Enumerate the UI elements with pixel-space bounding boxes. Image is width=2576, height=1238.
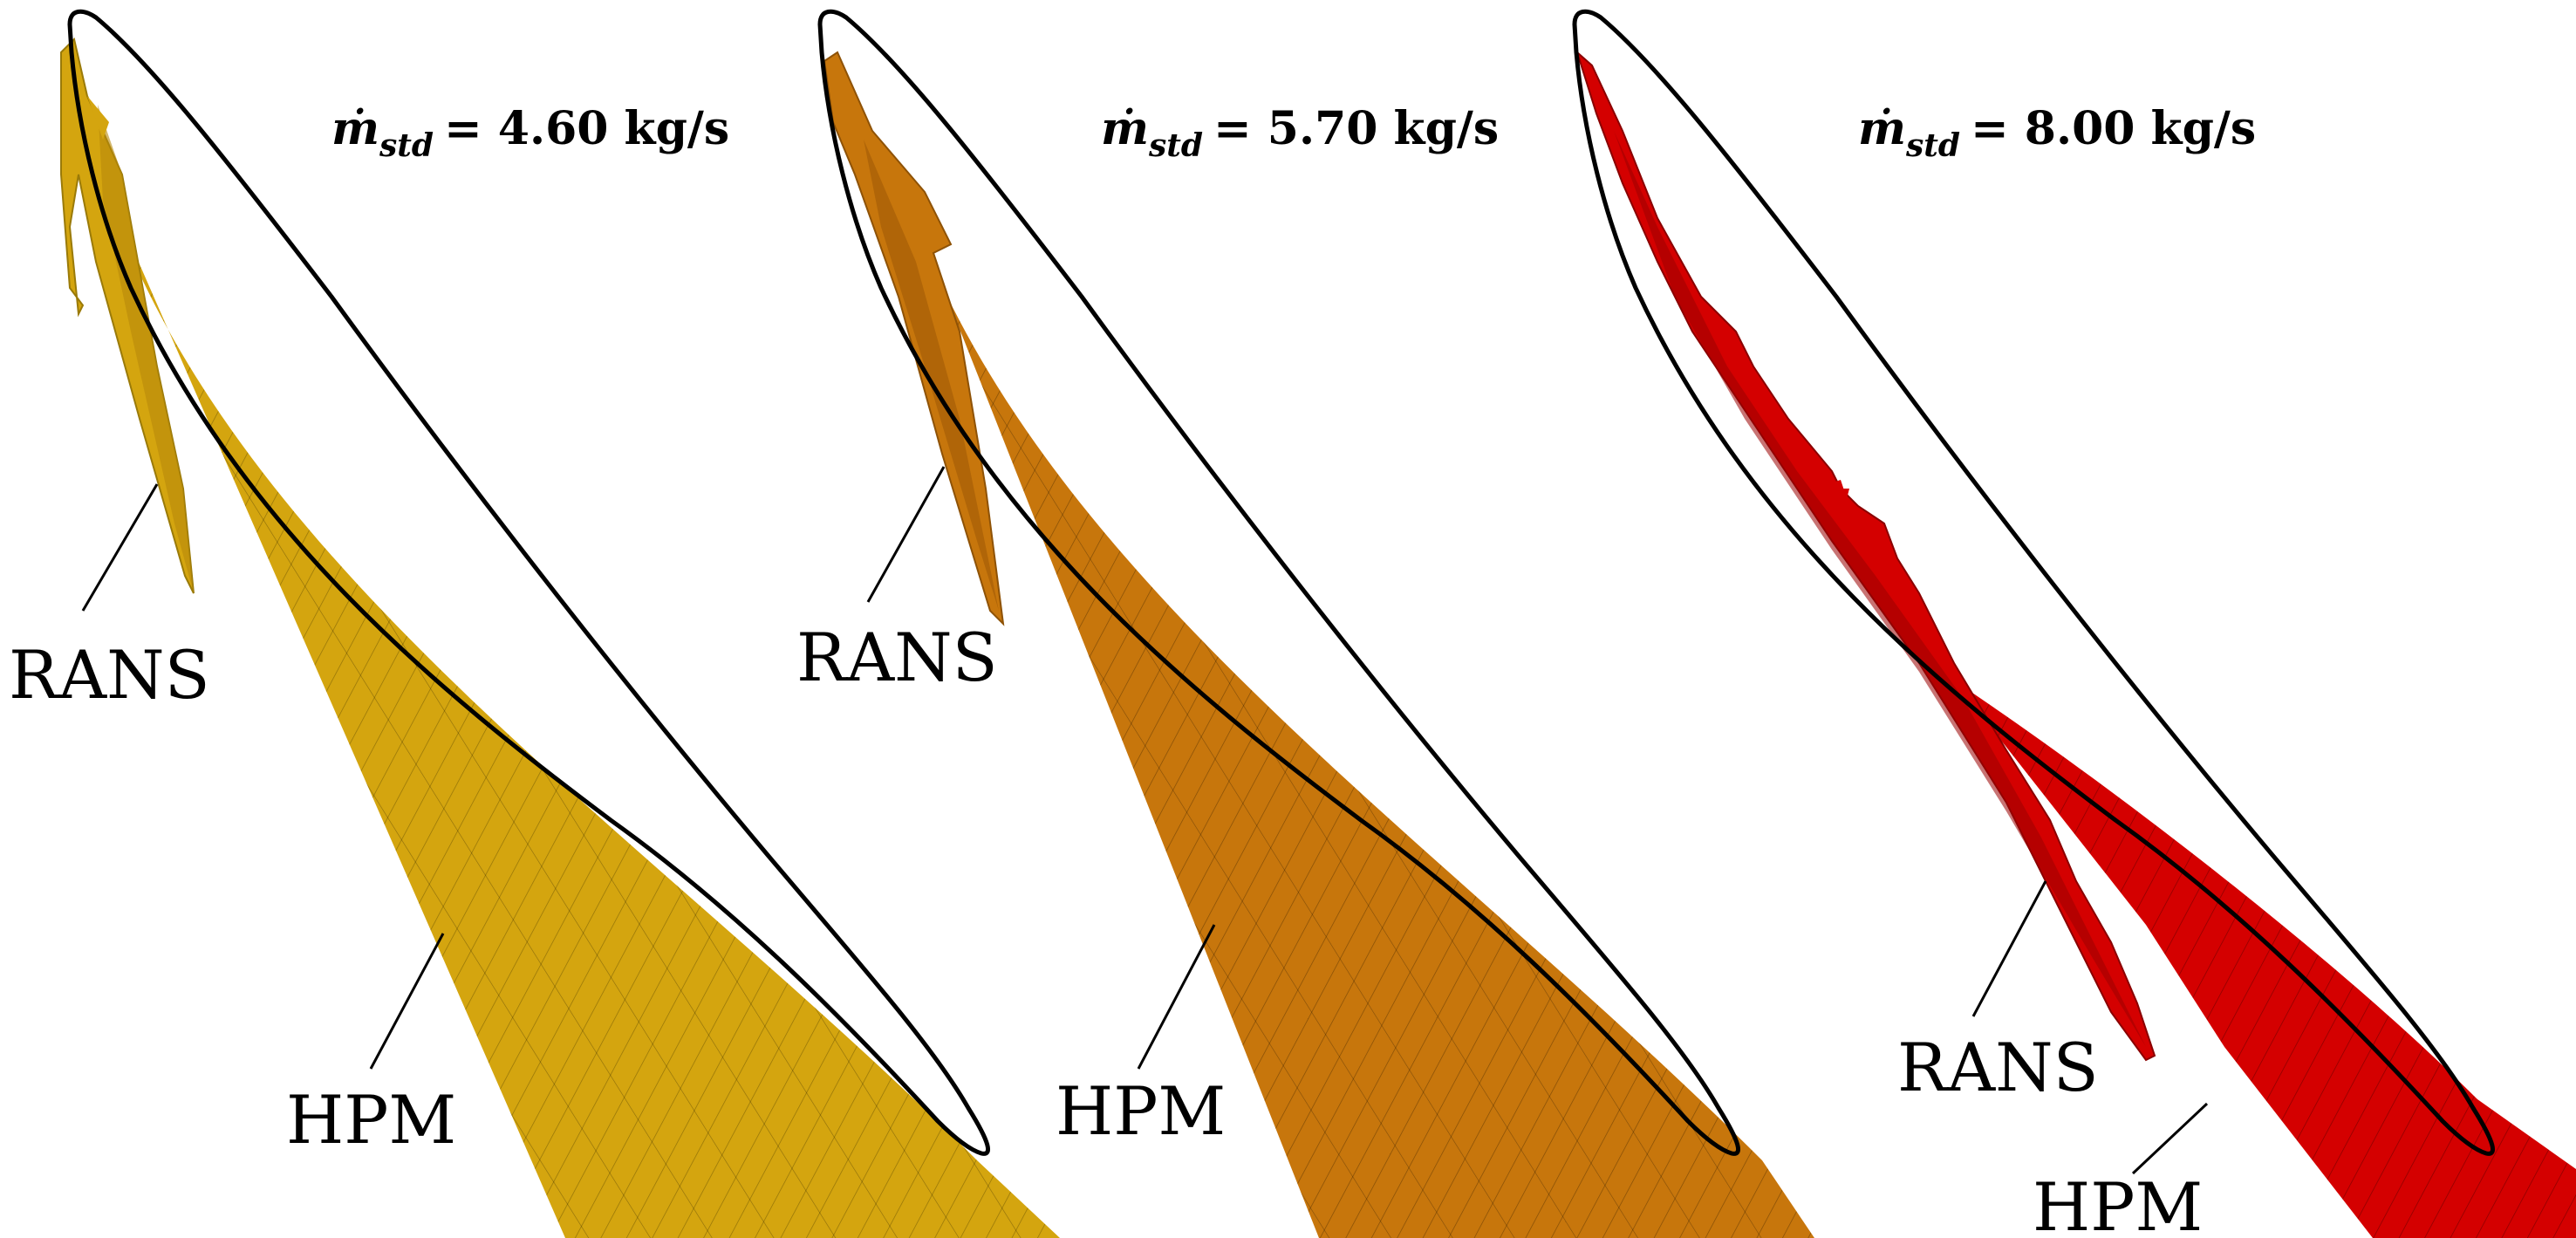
- panel-1-title: ṁstd = 4.60 kg/s: [331, 102, 729, 164]
- hpm-leader-1: [369, 933, 445, 1070]
- panel-1-title-subscript: std: [379, 127, 434, 164]
- rans-leader-2: [866, 466, 946, 603]
- blade-outline-2: [817, 9, 1740, 1156]
- blade-outline-3: [1572, 9, 2495, 1156]
- panel-1: [60, 9, 1060, 1238]
- panel-2: [817, 9, 1814, 1238]
- panel-2-title-value: = 5.70 kg/s: [1213, 102, 1499, 155]
- panel-3-title-value: = 8.00 kg/s: [1971, 102, 2256, 155]
- hpm-leader-2: [1137, 924, 1216, 1070]
- blade-outline-1: [67, 9, 990, 1156]
- panel-3: [1572, 9, 2576, 1238]
- panel-3-hpm-label: HPM: [2033, 1168, 2203, 1238]
- panel-3-title: ṁstd = 8.00 kg/s: [1858, 102, 2256, 164]
- panel-1-rans-label: RANS: [9, 636, 210, 714]
- panel-2-title: ṁstd = 5.70 kg/s: [1101, 102, 1499, 164]
- panel-1-hpm-label: HPM: [286, 1081, 456, 1159]
- panel-2-rans-label: RANS: [796, 619, 998, 696]
- panel-3-title-subscript: std: [1905, 127, 1960, 164]
- panel-1-title-value: = 4.60 kg/s: [444, 102, 729, 155]
- panel-2-title-subscript: std: [1148, 127, 1203, 164]
- panel-3-title-symbol: ṁ: [1858, 102, 1906, 155]
- panel-1-title-symbol: ṁ: [331, 102, 379, 155]
- rans-leader-1: [81, 483, 159, 612]
- rans-leader-3: [1971, 880, 2047, 1017]
- panel-2-hpm-label: HPM: [1056, 1072, 1226, 1150]
- panel-3-rans-label: RANS: [1897, 1029, 2099, 1106]
- rans-surface-2: [823, 51, 1005, 626]
- hpm-leader-3: [2131, 1102, 2209, 1175]
- panel-2-title-symbol: ṁ: [1101, 102, 1149, 155]
